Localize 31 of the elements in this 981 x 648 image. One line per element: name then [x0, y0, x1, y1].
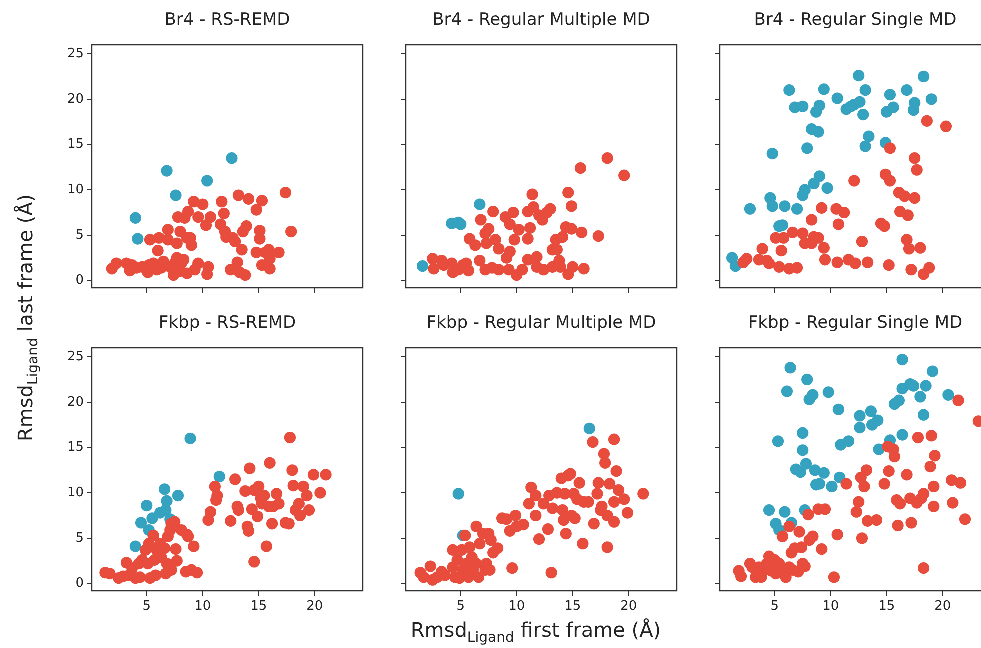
x-tick-label: 15	[878, 599, 896, 614]
chart-title: Fkbp - Regular Multiple MD	[426, 313, 656, 333]
y-tick-label: 20	[67, 394, 84, 410]
x-tick-label: 5	[770, 599, 780, 614]
x-tick-label: 15	[564, 599, 582, 614]
y-tick-label: 15	[67, 440, 84, 456]
chart-title: Fkbp - Regular Single MD	[748, 313, 963, 333]
x-tick-label: 5	[142, 599, 152, 614]
x-tick-label: 20	[620, 599, 638, 614]
y-tick-label: 0	[76, 273, 84, 288]
y-tick-label: 25	[67, 46, 84, 62]
x-tick-label: 20	[306, 599, 324, 614]
y-tick-label: 10	[67, 485, 84, 500]
y-tick-label: 10	[67, 182, 84, 198]
y-tick-label: 25	[67, 349, 84, 364]
y-tick-label: 5	[76, 530, 84, 546]
x-tick-label: 10	[822, 599, 840, 614]
chart-title: Br4 - Regular Single MD	[754, 10, 957, 30]
y-tick-label: 20	[67, 92, 84, 107]
x-tick-label: 10	[508, 599, 526, 614]
x-tick-label: 5	[456, 599, 466, 614]
x-axis-title: Rmsd$_{Ligand}$ first frame (Å)	[410, 618, 662, 646]
y-tick-label: 15	[67, 137, 84, 152]
chart-title: Br4 - RS-REMD	[164, 10, 290, 30]
y-tick-label: 0	[76, 576, 84, 592]
x-tick-label: 20	[934, 599, 952, 614]
chart-title: Fkbp - RS-REMD	[158, 313, 296, 333]
x-tick-label: 15	[250, 599, 268, 614]
chart-title: Br4 - Regular Multiple MD	[432, 10, 650, 30]
y-tick-label: 5	[76, 228, 84, 243]
x-tick-label: 10	[194, 599, 212, 614]
